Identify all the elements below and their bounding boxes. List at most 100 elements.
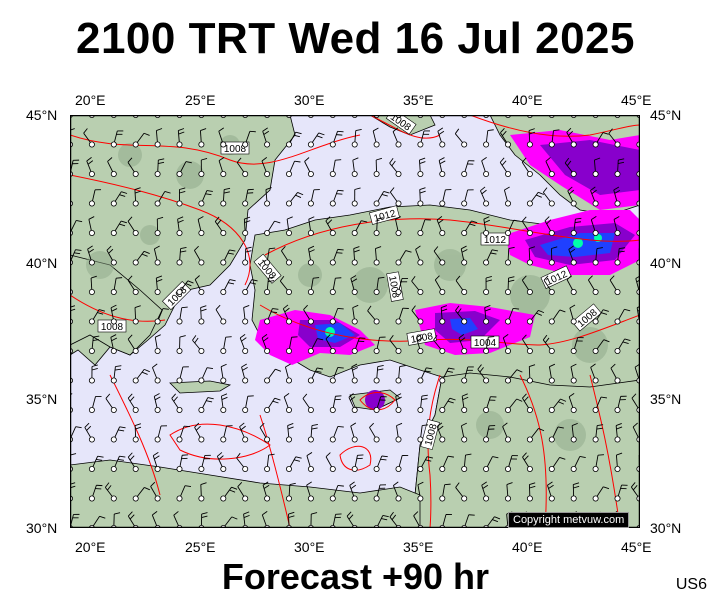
wind-barb	[132, 423, 142, 443]
wind-barb	[285, 216, 293, 237]
rain-peak-caucasus	[573, 238, 583, 248]
wind-barb	[262, 481, 271, 502]
wind-barb	[526, 428, 545, 443]
wind-barb	[504, 482, 513, 502]
wind-barb	[460, 422, 468, 443]
wind-barb	[306, 452, 314, 472]
wind-barb	[261, 334, 271, 354]
wind-barb	[433, 334, 446, 354]
wind-barb	[483, 129, 494, 148]
wind-barb	[417, 157, 426, 178]
wind-barb	[417, 424, 429, 443]
wind-barb	[88, 189, 102, 207]
wind-barb	[481, 481, 490, 502]
wind-barb	[154, 191, 171, 207]
wind-barb	[127, 452, 139, 472]
wind-barb	[329, 159, 342, 178]
wind-barb	[502, 334, 511, 354]
wind-barb	[285, 363, 292, 384]
wind-barb	[372, 127, 380, 148]
wind-barb	[106, 245, 117, 266]
wind-barb	[458, 334, 468, 354]
wind-barb	[568, 245, 577, 266]
wind-barb	[153, 393, 161, 413]
copyright-notice: Copyright metvuw.com	[508, 512, 630, 528]
wind-barb	[521, 216, 533, 237]
wind-barb	[461, 393, 469, 413]
lat-label-right: 30°N	[650, 520, 682, 536]
wind-barb	[329, 425, 344, 443]
wind-barb	[570, 482, 580, 502]
isobar-line	[70, 134, 361, 165]
wind-barb	[592, 247, 603, 266]
wind-barb	[548, 398, 567, 413]
wind-barb	[499, 157, 511, 178]
wind-barb	[503, 186, 511, 207]
lon-label-top: 30°E	[294, 92, 325, 108]
wind-barb	[303, 304, 314, 325]
wind-barb	[373, 191, 390, 207]
wind-barb	[548, 363, 556, 384]
wind-barb	[176, 335, 186, 354]
lat-label-right: 40°N	[650, 255, 682, 271]
wind-barb	[416, 334, 424, 354]
wind-barb	[483, 396, 497, 413]
wind-barb	[264, 276, 275, 295]
wind-barb	[455, 305, 468, 325]
wind-barb	[526, 191, 545, 207]
wind-barb	[483, 456, 499, 472]
wind-barb	[411, 305, 424, 325]
isobar-line	[427, 374, 441, 528]
wind-barb	[614, 484, 628, 502]
isobar-line	[589, 374, 621, 528]
wind-barb	[110, 277, 123, 295]
wind-barb	[127, 157, 139, 178]
isobar-line	[359, 392, 396, 411]
wind-barb	[198, 305, 207, 325]
wind-barb	[439, 397, 456, 413]
wind-barb	[110, 304, 118, 325]
wind-barb	[373, 157, 383, 178]
wind-barb	[592, 309, 609, 325]
lon-label-bottom: 35°E	[403, 539, 434, 555]
wind-barb	[545, 157, 555, 178]
wind-barb	[614, 247, 626, 266]
wind-barb	[176, 306, 188, 325]
lat-label-left: 30°N	[26, 520, 58, 536]
wind-barb	[242, 395, 254, 413]
wind-barb	[176, 187, 186, 207]
wind-barb	[242, 246, 252, 266]
wind-barb	[329, 307, 344, 325]
wind-barb	[373, 336, 386, 354]
wind-barb	[110, 130, 124, 148]
lon-label-top: 40°E	[512, 92, 543, 108]
wind-barb	[504, 219, 520, 237]
wind-barb	[543, 275, 555, 295]
lon-label-top: 35°E	[403, 92, 434, 108]
wind-barb	[83, 128, 95, 148]
wind-barb	[526, 128, 536, 148]
wind-barb	[500, 127, 511, 148]
wind-barb	[570, 217, 582, 237]
wind-barb	[132, 250, 150, 266]
wind-barb	[483, 216, 491, 237]
wind-barb	[279, 275, 292, 295]
wind-barb	[264, 247, 276, 266]
wind-barb	[110, 455, 126, 472]
forecast-hour: Forecast +90 hr	[221, 556, 490, 597]
wind-barb	[417, 130, 430, 148]
wind-barb	[392, 127, 402, 148]
wind-barb	[216, 452, 227, 472]
wind-barb	[395, 216, 402, 237]
wind-barb	[154, 128, 163, 148]
wind-barb	[526, 364, 536, 384]
wind-barb	[285, 131, 302, 148]
wind-barb	[613, 186, 621, 207]
wind-barb	[351, 454, 364, 472]
wind-barb	[176, 485, 192, 502]
rain-area-south-anatolia-heavy	[315, 323, 355, 343]
wind-barb	[610, 363, 621, 384]
wind-barb	[592, 454, 604, 472]
rain-area-east-anatolia-heavy	[450, 318, 478, 335]
wind-barb	[521, 157, 533, 178]
